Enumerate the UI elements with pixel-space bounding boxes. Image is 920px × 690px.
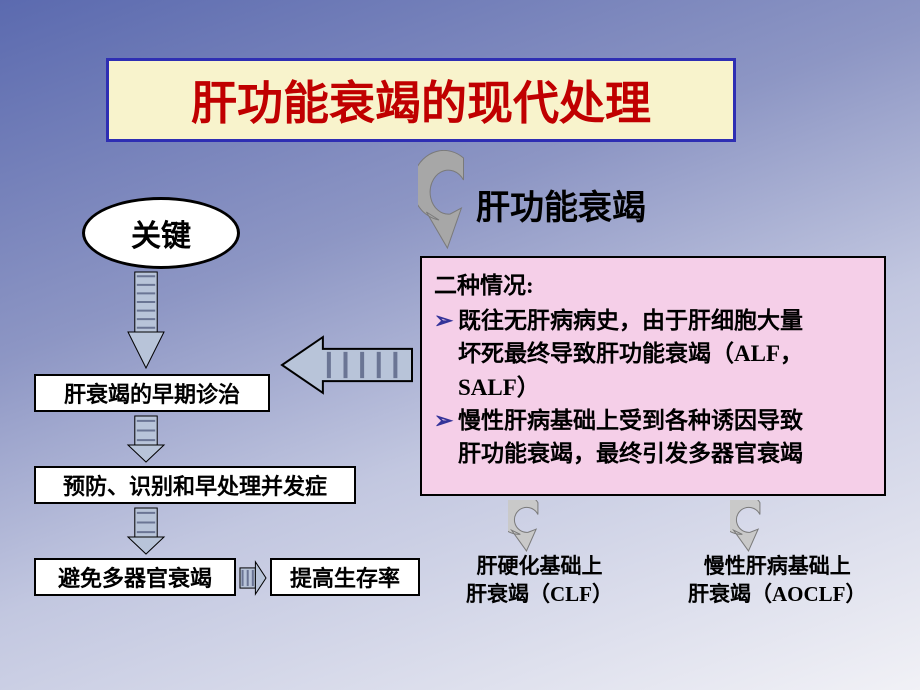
bullet-marker-icon: ➢ xyxy=(434,337,454,370)
flow-box-text: 肝衰竭的早期诊治 xyxy=(64,377,240,409)
info-bullet-text: 既往无肝病病史，由于肝细胞大量 xyxy=(458,304,803,337)
bullet-marker-icon: ➢ xyxy=(434,404,454,437)
info-panel-heading: 二种情况: xyxy=(434,266,872,300)
slide-root: 肝功能衰竭的现代处理关键 肝功能衰竭肝衰竭的早期诊治预防、识别和早处理并发症避免多… xyxy=(0,0,920,690)
flow-box: 肝衰竭的早期诊治 xyxy=(34,374,270,412)
sub-label-line2: 肝衰竭（CLF） xyxy=(466,580,613,608)
sub-label-line1: 肝硬化基础上 xyxy=(466,552,613,580)
striped-arrow-right-icon xyxy=(238,560,268,596)
flow-box: 预防、识别和早处理并发症 xyxy=(34,466,356,504)
info-bullet-line: ➢SALF） xyxy=(434,371,872,404)
info-bullet-line: ➢坏死最终导致肝功能衰竭（ALF， xyxy=(434,337,872,370)
key-ellipse-text: 关键 xyxy=(131,211,191,255)
sub-label: 肝硬化基础上肝衰竭（CLF） xyxy=(466,552,613,609)
striped-arrow-down-icon xyxy=(126,414,166,464)
key-ellipse: 关键 xyxy=(82,197,240,269)
sub-label-line1: 慢性肝病基础上 xyxy=(688,552,867,580)
info-bullet-line: ➢慢性肝病基础上受到各种诱因导致 xyxy=(434,404,872,437)
striped-arrow-down-icon xyxy=(126,270,166,370)
info-bullet-text: 坏死最终导致肝功能衰竭（ALF， xyxy=(458,337,803,370)
flow-box-text: 预防、识别和早处理并发症 xyxy=(63,469,327,501)
info-bullet-text: 慢性肝病基础上受到各种诱因导致 xyxy=(458,404,803,437)
info-bullet-line: ➢既往无肝病病史，由于肝细胞大量 xyxy=(434,304,872,337)
flow-box-text: 避免多器官衰竭 xyxy=(58,561,212,593)
info-bullet-line: ➢肝功能衰竭，最终引发多器官衰竭 xyxy=(434,437,872,470)
curved-arrow-icon xyxy=(418,150,488,250)
striped-arrow-down-icon xyxy=(126,506,166,556)
curved-arrow-small-icon xyxy=(730,500,774,552)
sub-label-line2: 肝衰竭（AOCLF） xyxy=(688,580,867,608)
bullet-marker-spacer: ➢ xyxy=(434,371,454,404)
header-label: 肝功能衰竭 xyxy=(476,180,646,229)
bullet-marker-icon: ➢ xyxy=(434,437,454,470)
info-panel: 二种情况:➢既往无肝病病史，由于肝细胞大量➢坏死最终导致肝功能衰竭（ALF，➢S… xyxy=(420,256,886,496)
bullet-marker-icon: ➢ xyxy=(434,304,454,337)
block-arrow-left-icon xyxy=(280,334,414,396)
curved-arrow-small-icon xyxy=(508,500,552,552)
title-text: 肝功能衰竭的现代处理 xyxy=(191,67,651,133)
info-bullet-text: 肝功能衰竭，最终引发多器官衰竭 xyxy=(458,437,803,470)
info-bullet-trailing: SALF） xyxy=(458,371,540,404)
outcome-box: 提高生存率 xyxy=(270,558,420,596)
outcome-box-text: 提高生存率 xyxy=(290,561,400,593)
flow-box: 避免多器官衰竭 xyxy=(34,558,236,596)
title-box: 肝功能衰竭的现代处理 xyxy=(106,58,736,142)
sub-label: 慢性肝病基础上肝衰竭（AOCLF） xyxy=(688,552,867,609)
